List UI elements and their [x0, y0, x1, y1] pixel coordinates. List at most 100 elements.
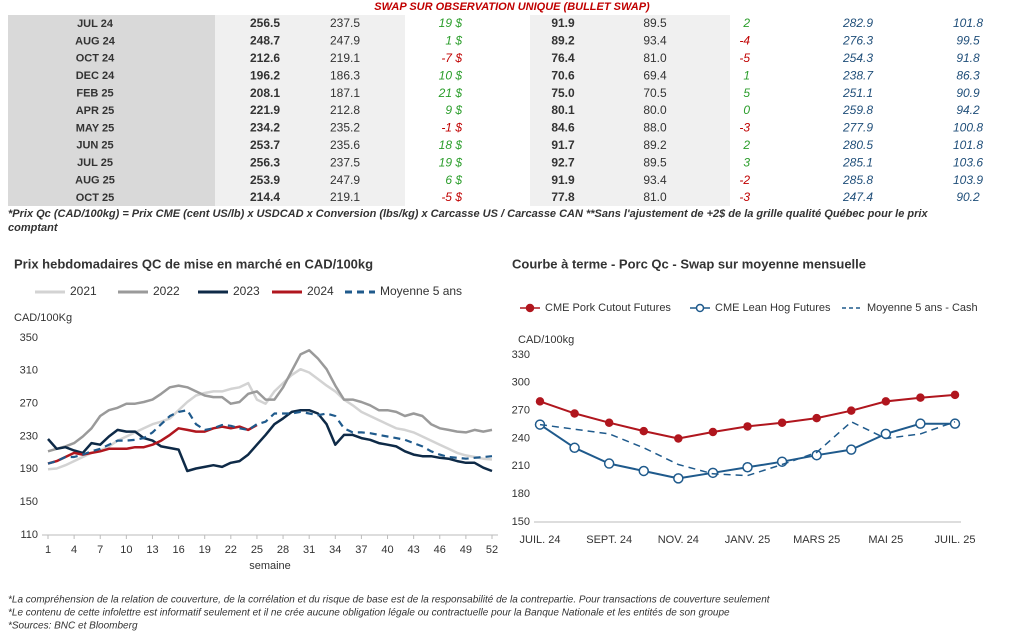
table-cell: 91.8: [956, 51, 980, 65]
x-tick-label: 13: [146, 544, 158, 556]
table-cell: 103.6: [953, 155, 983, 169]
legend-label: CME Pork Cutout Futures: [545, 302, 671, 314]
table-cell: 5: [743, 86, 750, 100]
table-cell: 253.7: [250, 138, 280, 152]
y-tick-label: 270: [20, 398, 38, 410]
table-cell: 187.1: [330, 86, 360, 100]
table-bg: [530, 15, 730, 206]
table-cell: 99.5: [956, 34, 980, 48]
table-cell: 93.4: [643, 34, 667, 48]
table-cell: 214.4: [250, 190, 280, 204]
table-cell: 19 $: [439, 16, 463, 30]
point: [639, 426, 648, 436]
table-cell: 89.5: [643, 155, 667, 169]
y-axis-label: CAD/100Kg: [14, 312, 72, 324]
note: *Prix Qc (CAD/100kg) = Prix CME (cent US…: [8, 208, 928, 220]
x-tick-label: 28: [277, 544, 289, 556]
table-bg: [8, 15, 215, 206]
series-line: [47, 349, 493, 453]
x-axis-label: semaine: [249, 560, 291, 572]
table-cell: AUG 24: [75, 35, 116, 47]
y-tick-label: 330: [512, 349, 530, 361]
table-cell: 81.0: [643, 190, 667, 204]
table-cell: 81.0: [643, 51, 667, 65]
table-cell: 1: [743, 68, 750, 82]
x-tick-label: MARS 25: [793, 534, 840, 546]
point: [916, 393, 925, 402]
table-bg: [215, 15, 405, 206]
legend-label: CME Lean Hog Futures: [715, 302, 831, 314]
series-line: [47, 409, 493, 465]
table-cell: 91.9: [551, 173, 575, 187]
point: [847, 406, 856, 415]
table-cell: 285.8: [842, 173, 873, 187]
table-cell: -1 $: [441, 121, 462, 135]
table-cell: 219.1: [330, 51, 360, 65]
point: [569, 442, 580, 454]
table-cell: 9 $: [445, 103, 462, 117]
note: comptant: [8, 222, 59, 234]
table-cell: 88.0: [643, 121, 667, 135]
x-tick-label: 52: [486, 544, 498, 556]
chart-title: Prix hebdomadaires QC de mise en marché …: [14, 256, 373, 271]
table-cell: 21 $: [438, 86, 463, 100]
y-tick-label: 150: [20, 496, 38, 508]
table-cell: 75.0: [551, 86, 575, 100]
table-cell: 101.8: [953, 138, 983, 152]
point: [846, 444, 857, 455]
table-cell: 18 $: [439, 138, 463, 152]
table-cell: 186.3: [330, 68, 360, 82]
point: [673, 473, 684, 484]
table-cell: 80.0: [643, 103, 667, 117]
table-cell: 219.1: [330, 190, 360, 204]
table-cell: JUL 25: [77, 157, 113, 169]
table-cell: 92.7: [551, 155, 575, 169]
y-tick-label: 230: [20, 430, 38, 442]
x-tick-label: NOV. 24: [658, 534, 699, 546]
table-cell: 89.5: [643, 16, 667, 30]
footer: *Le contenu de cette infolettre est info…: [8, 608, 730, 619]
point: [570, 409, 579, 418]
table-cell: OCT 24: [76, 53, 115, 65]
table-cell: 3: [743, 155, 750, 169]
x-tick-label: MAI 25: [868, 534, 903, 546]
table-cell: APR 25: [76, 105, 115, 117]
table-cell: 251.1: [842, 86, 873, 100]
table-cell: 247.9: [330, 34, 360, 48]
table-cell: 256.3: [250, 155, 280, 169]
legend-label: 2023: [233, 284, 260, 298]
table-cell: 196.2: [250, 68, 280, 82]
table-cell: 80.1: [551, 103, 575, 117]
table-cell: 90.9: [956, 86, 980, 100]
table-cell: 89.2: [643, 138, 667, 152]
table-cell: 235.2: [330, 121, 360, 135]
table-cell: 276.3: [842, 34, 873, 48]
table-cell: OCT 25: [76, 192, 115, 204]
x-tick-label: 49: [460, 544, 472, 556]
table-cell: 212.8: [330, 103, 360, 117]
table-cell: 77.8: [551, 190, 575, 204]
y-tick-label: 150: [512, 516, 530, 528]
table-cell: 259.8: [842, 103, 873, 117]
point: [812, 413, 821, 423]
point: [604, 418, 614, 427]
x-tick-label: 46: [434, 544, 446, 556]
table-cell: 91.9: [551, 16, 575, 30]
legend-label: 2022: [153, 284, 180, 298]
x-tick-label: 40: [381, 544, 393, 556]
table-cell: 235.6: [330, 138, 360, 152]
table-cell: 247.4: [842, 190, 873, 204]
point: [777, 418, 787, 427]
table-cell: 253.9: [250, 173, 280, 187]
table-cell: 2: [742, 16, 750, 30]
table-cell: 212.6: [250, 51, 280, 65]
table-title: SWAP SUR OBSERVATION UNIQUE (BULLET SWAP…: [374, 1, 650, 13]
point: [707, 467, 719, 479]
point: [880, 428, 892, 440]
table-cell: 84.6: [551, 121, 575, 135]
table-cell: JUL 24: [77, 18, 114, 30]
legend-label: Moyenne 5 ans: [380, 284, 462, 298]
x-tick-label: 25: [251, 544, 263, 556]
table-cell: 237.5: [330, 16, 360, 30]
